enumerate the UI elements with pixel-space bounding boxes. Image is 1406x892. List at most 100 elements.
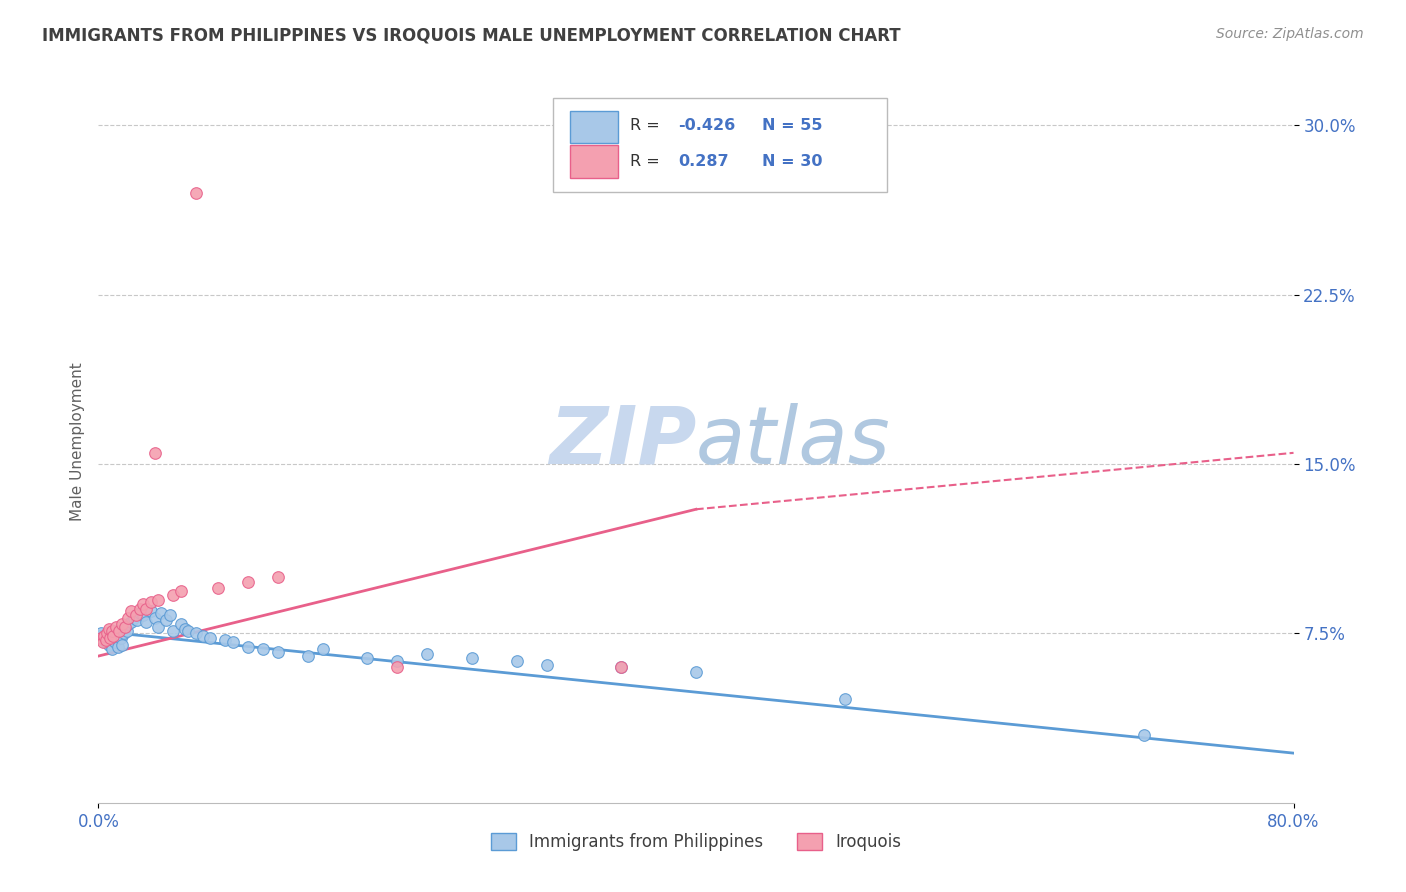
Point xyxy=(103,633,125,648)
Point xyxy=(159,608,181,623)
Point xyxy=(267,570,290,584)
Legend: Immigrants from Philippines, Iroquois: Immigrants from Philippines, Iroquois xyxy=(482,825,910,860)
Point xyxy=(120,604,142,618)
Point xyxy=(236,574,259,589)
Point xyxy=(111,638,134,652)
Point xyxy=(162,624,184,639)
Text: N = 55: N = 55 xyxy=(762,119,823,133)
Point xyxy=(200,631,222,645)
Point xyxy=(191,629,214,643)
Point xyxy=(117,617,139,632)
Point xyxy=(101,642,124,657)
Point xyxy=(162,588,184,602)
Point xyxy=(169,583,191,598)
Point xyxy=(129,601,152,615)
Text: 0.287: 0.287 xyxy=(678,153,728,169)
Point xyxy=(90,631,112,645)
Text: IMMIGRANTS FROM PHILIPPINES VS IROQUOIS MALE UNEMPLOYMENT CORRELATION CHART: IMMIGRANTS FROM PHILIPPINES VS IROQUOIS … xyxy=(42,27,901,45)
FancyBboxPatch shape xyxy=(571,111,619,143)
Point xyxy=(169,617,191,632)
Point xyxy=(98,631,122,645)
Point xyxy=(98,631,122,645)
Point xyxy=(184,626,207,640)
Point xyxy=(1133,728,1156,742)
Point xyxy=(93,629,115,643)
Point xyxy=(139,595,162,609)
FancyBboxPatch shape xyxy=(553,98,887,193)
Text: atlas: atlas xyxy=(696,402,891,481)
Point xyxy=(132,597,155,611)
Point xyxy=(91,635,114,649)
Point xyxy=(267,644,290,658)
Point xyxy=(114,620,136,634)
Point xyxy=(105,620,128,634)
Point xyxy=(111,617,134,632)
Point xyxy=(834,692,856,706)
Point xyxy=(356,651,378,665)
Point xyxy=(139,604,162,618)
Point xyxy=(132,608,155,623)
Point xyxy=(125,608,148,623)
Point xyxy=(610,660,633,674)
Point xyxy=(96,626,118,640)
Point xyxy=(135,615,157,630)
Point xyxy=(93,633,115,648)
Point xyxy=(108,629,131,643)
Point xyxy=(143,446,166,460)
Point xyxy=(214,633,236,648)
Point xyxy=(127,613,149,627)
Text: R =: R = xyxy=(630,153,671,169)
Point xyxy=(115,624,138,639)
Point xyxy=(120,615,142,630)
Point xyxy=(114,620,136,634)
Point xyxy=(94,633,117,648)
Point xyxy=(461,651,484,665)
Point xyxy=(90,626,112,640)
Point xyxy=(184,186,207,201)
Point xyxy=(416,647,439,661)
Point xyxy=(297,648,319,663)
Point xyxy=(222,635,245,649)
Point xyxy=(96,629,118,643)
Point xyxy=(148,620,170,634)
Point xyxy=(97,638,120,652)
FancyBboxPatch shape xyxy=(571,145,619,178)
Point xyxy=(155,613,177,627)
Point xyxy=(91,631,114,645)
Point xyxy=(610,660,633,674)
Point xyxy=(135,601,157,615)
Point xyxy=(108,624,131,639)
Point xyxy=(143,610,166,624)
Point xyxy=(150,606,173,620)
Y-axis label: Male Unemployment: Male Unemployment xyxy=(69,362,84,521)
Text: R =: R = xyxy=(630,119,665,133)
Point xyxy=(385,654,409,668)
Point xyxy=(105,624,128,639)
Point xyxy=(110,631,132,645)
Point xyxy=(174,622,197,636)
Point xyxy=(94,635,117,649)
Point xyxy=(252,642,274,657)
Point xyxy=(103,629,125,643)
Point xyxy=(117,610,139,624)
Point xyxy=(207,582,229,596)
Text: Source: ZipAtlas.com: Source: ZipAtlas.com xyxy=(1216,27,1364,41)
Point xyxy=(107,640,129,654)
Text: N = 30: N = 30 xyxy=(762,153,823,169)
Point xyxy=(97,622,120,636)
Point xyxy=(506,654,529,668)
Point xyxy=(129,606,152,620)
Text: -0.426: -0.426 xyxy=(678,119,735,133)
Point xyxy=(685,665,707,679)
Point xyxy=(104,635,127,649)
Point xyxy=(124,610,146,624)
Point xyxy=(385,660,409,674)
Point xyxy=(536,658,558,673)
Point xyxy=(311,642,333,657)
Point xyxy=(101,624,124,639)
Point xyxy=(148,592,170,607)
Point xyxy=(112,626,135,640)
Point xyxy=(177,624,200,639)
Text: ZIP: ZIP xyxy=(548,402,696,481)
Point xyxy=(236,640,259,654)
